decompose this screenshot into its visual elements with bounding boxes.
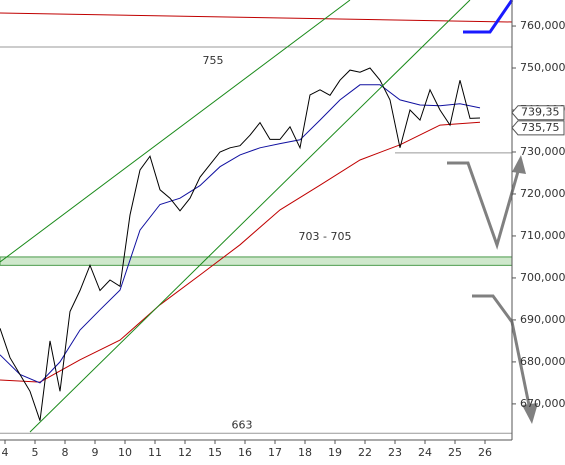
zone-band bbox=[0, 256, 513, 266]
level-label: 663 bbox=[232, 418, 253, 431]
last-value-label: 739,35 bbox=[521, 106, 560, 119]
scenario-line bbox=[463, 0, 514, 34]
level-label: 755 bbox=[203, 54, 224, 67]
x-tick-label: 10 bbox=[118, 446, 132, 459]
price-line bbox=[0, 121, 481, 383]
y-tick-label: 730,000 bbox=[520, 145, 565, 158]
last-value-label: 735,75 bbox=[521, 121, 560, 134]
scenario-arrow bbox=[447, 161, 521, 250]
last-value-box bbox=[511, 120, 565, 136]
x-tick-label: 11 bbox=[148, 446, 162, 459]
price-line bbox=[0, 84, 481, 384]
y-tick-label: 760,000 bbox=[520, 19, 565, 32]
y-tick-label: 720,000 bbox=[520, 187, 565, 200]
x-tick-label: 26 bbox=[478, 446, 492, 459]
x-tick-label: 8 bbox=[62, 446, 69, 459]
y-tick-label: 700,000 bbox=[520, 271, 565, 284]
channel-line bbox=[0, 0, 351, 263]
x-tick-label: 25 bbox=[448, 446, 462, 459]
x-tick-label: 15 bbox=[208, 446, 222, 459]
scenario-arrow bbox=[472, 294, 532, 411]
y-tick-label: 690,000 bbox=[520, 313, 565, 326]
x-tick-label: 24 bbox=[418, 446, 432, 459]
plot-area bbox=[0, 46, 513, 434]
x-tick-label: 19 bbox=[328, 446, 342, 459]
x-tick-label: 17 bbox=[268, 446, 282, 459]
x-tick-label: 4 bbox=[2, 446, 9, 459]
zone-label: 703 - 705 bbox=[299, 230, 352, 243]
y-tick-label: 710,000 bbox=[520, 229, 565, 242]
x-tick-label: 22 bbox=[358, 446, 372, 459]
x-tick-label: 5 bbox=[32, 446, 39, 459]
arrow-head bbox=[522, 403, 538, 424]
x-tick-label: 12 bbox=[178, 446, 192, 459]
channel-line bbox=[29, 0, 471, 433]
price-line bbox=[0, 67, 481, 421]
x-tick-label: 16 bbox=[238, 446, 252, 459]
y-tick-label: 680,000 bbox=[520, 355, 565, 368]
x-tick-label: 23 bbox=[388, 446, 402, 459]
y-tick-label: 750,000 bbox=[520, 61, 565, 74]
y-tick-label: 670,000 bbox=[520, 397, 565, 410]
last-value-box bbox=[511, 105, 565, 121]
trend-line bbox=[0, 12, 513, 23]
arrow-head bbox=[512, 155, 526, 174]
x-tick-label: 9 bbox=[92, 446, 99, 459]
x-tick-label: 18 bbox=[298, 446, 312, 459]
